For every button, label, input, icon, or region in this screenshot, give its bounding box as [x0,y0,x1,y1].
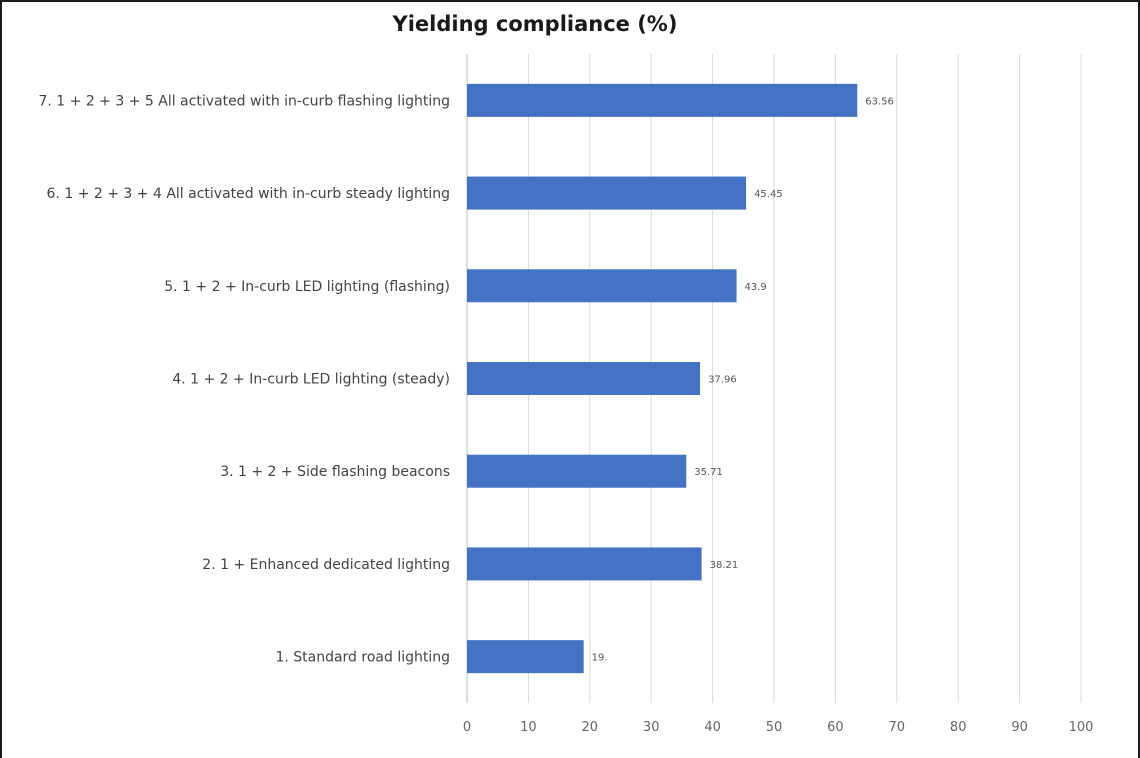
category-label-3: 3. 1 + 2 + Side flashing beacons [220,464,450,480]
data-label-1: 19. [592,653,608,664]
x-tick-label-0: 0 [463,720,471,735]
x-tick-label-10: 10 [520,720,537,735]
data-label-5: 43.9 [745,282,767,293]
data-label-4: 37.96 [708,375,737,386]
category-label-2: 2. 1 + Enhanced dedicated lighting [202,557,450,573]
data-label-3: 35.71 [694,467,723,478]
x-tick-label-20: 20 [582,720,599,735]
data-label-2: 38.21 [710,560,739,571]
x-tick-label-100: 100 [1069,720,1094,735]
chart-title: Yielding compliance (%) [392,12,678,36]
data-label-6: 45.45 [754,189,783,200]
category-label-1: 1. Standard road lighting [275,650,450,666]
x-tick-label-90: 90 [1011,720,1028,735]
bar-3 [467,454,687,488]
category-label-5: 5. 1 + 2 + In-curb LED lighting (flashin… [164,279,450,295]
data-label-7: 63.56 [865,96,894,107]
x-tick-label-40: 40 [704,720,721,735]
bar-5 [467,269,737,303]
bar-4 [467,362,701,395]
x-tick-label-70: 70 [889,720,906,735]
bar-2 [467,547,702,581]
x-tick-label-50: 50 [766,720,783,735]
x-tick-label-60: 60 [827,720,844,735]
bar-6 [467,176,747,210]
category-label-4: 4. 1 + 2 + In-curb LED lighting (steady) [172,372,450,388]
category-label-7: 7. 1 + 2 + 3 + 5 All activated with in-c… [38,93,450,109]
bar-1 [467,640,584,674]
bar-7 [467,83,858,117]
x-tick-label-30: 30 [643,720,660,735]
x-tick-label-80: 80 [950,720,967,735]
category-label-6: 6. 1 + 2 + 3 + 4 All activated with in-c… [47,186,450,202]
